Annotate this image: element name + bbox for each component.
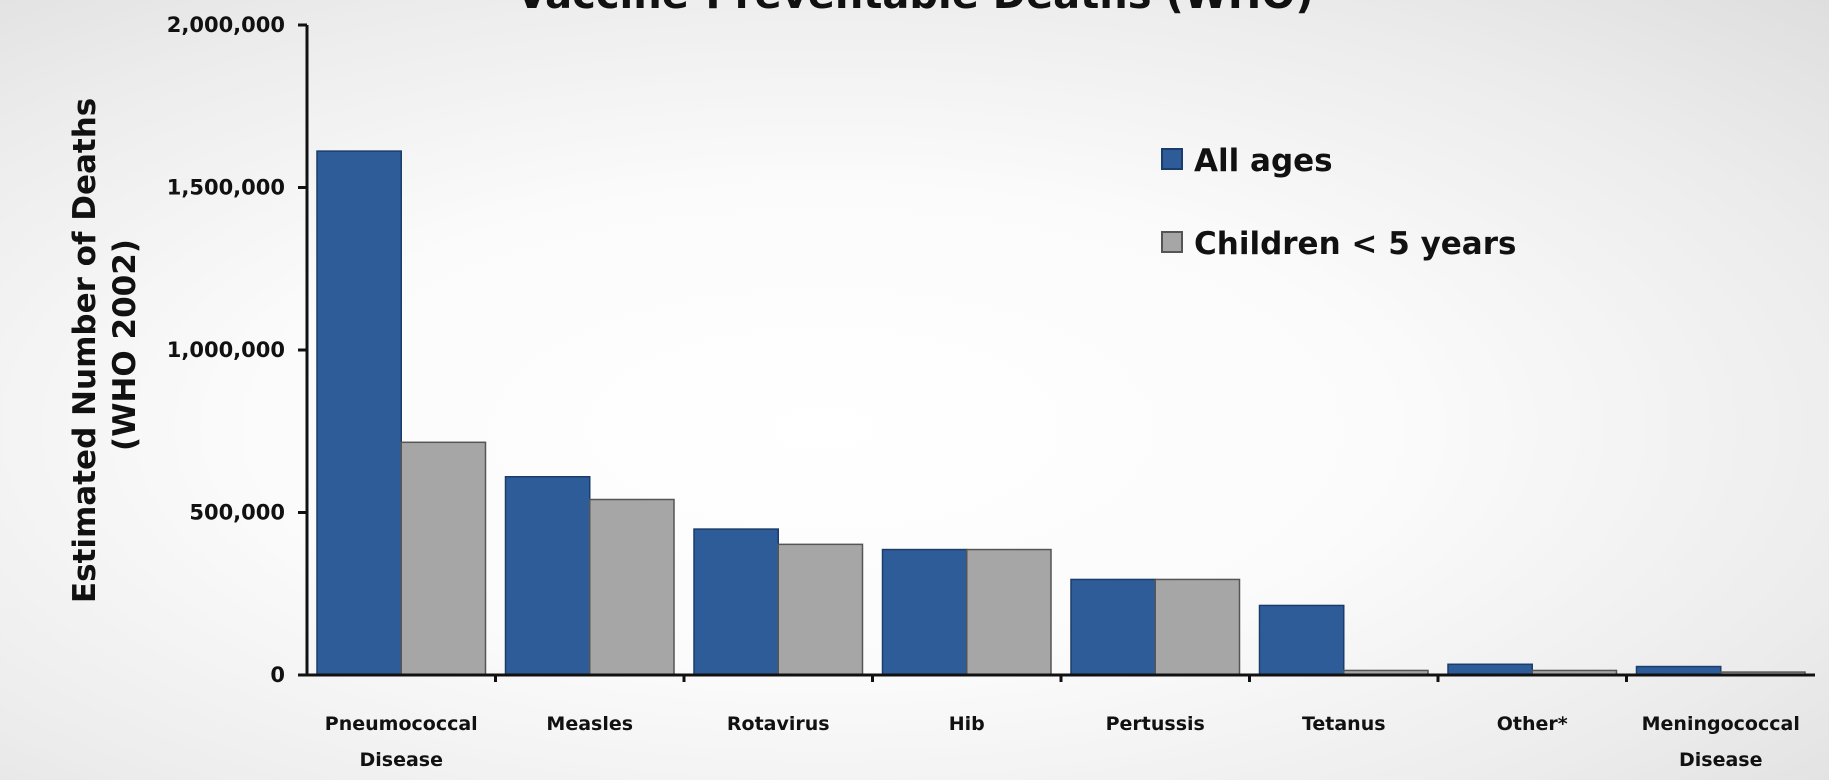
bar-children-under-5 bbox=[589, 498, 675, 676]
bar-all-ages bbox=[693, 528, 779, 676]
y-tick-label: 2,000,000 bbox=[167, 13, 285, 37]
legend-label-children-under-5: Children < 5 years bbox=[1194, 226, 1516, 262]
bar-children-under-5 bbox=[966, 548, 1052, 676]
legend-label-all-ages: All ages bbox=[1194, 143, 1333, 179]
bar-all-ages bbox=[504, 476, 591, 676]
y-tick-label: 0 bbox=[270, 663, 285, 687]
y-tick-label: 1,500,000 bbox=[167, 176, 285, 200]
bar-children-under-5 bbox=[400, 441, 487, 676]
y-tick-label: 1,000,000 bbox=[167, 338, 285, 362]
bars bbox=[316, 150, 1806, 676]
x-tick-label: Hib bbox=[949, 713, 985, 735]
bar-all-ages bbox=[316, 150, 402, 676]
x-axis-labels: Pneumococcal Disease Measles Rotavirus Hib Pe… bbox=[325, 675, 1800, 771]
bar-children-under-5 bbox=[1154, 578, 1241, 676]
legend: All ages Children < 5 years bbox=[1161, 143, 1516, 262]
bar-all-ages bbox=[881, 548, 968, 676]
x-tick-label: Tetanus bbox=[1302, 713, 1386, 735]
bar-all-ages bbox=[1070, 578, 1156, 676]
bar-children-under-5 bbox=[777, 543, 864, 676]
x-tick-label: Rotavirus bbox=[727, 713, 830, 735]
chart-title: Vaccine-Preventable Deaths (WHO) bbox=[516, 0, 1313, 18]
legend-swatch-children-under-5 bbox=[1161, 231, 1183, 253]
x-tick-label: Pertussis bbox=[1106, 713, 1205, 735]
bar-all-ages bbox=[1447, 663, 1533, 676]
y-axis-title-line-2: (WHO 2002) bbox=[107, 239, 143, 451]
y-axis-title: Estimated Number of Deaths (WHO 2002) bbox=[67, 87, 143, 603]
y-axis-ticks: 0 500,000 1,000,000 1,500,000 2,000,000 bbox=[167, 13, 307, 687]
x-tick-label: Meningococcal Disease bbox=[1642, 713, 1800, 771]
x-tick-label: Measles bbox=[546, 713, 633, 735]
legend-swatch-all-ages bbox=[1161, 148, 1183, 170]
x-tick-label: Other* bbox=[1497, 713, 1568, 735]
y-axis-title-line-1: Estimated Number of Deaths bbox=[67, 98, 103, 603]
y-tick-label: 500,000 bbox=[189, 501, 285, 525]
x-tick-label: Pneumococcal Disease bbox=[325, 713, 478, 771]
bar-all-ages bbox=[1258, 604, 1345, 676]
